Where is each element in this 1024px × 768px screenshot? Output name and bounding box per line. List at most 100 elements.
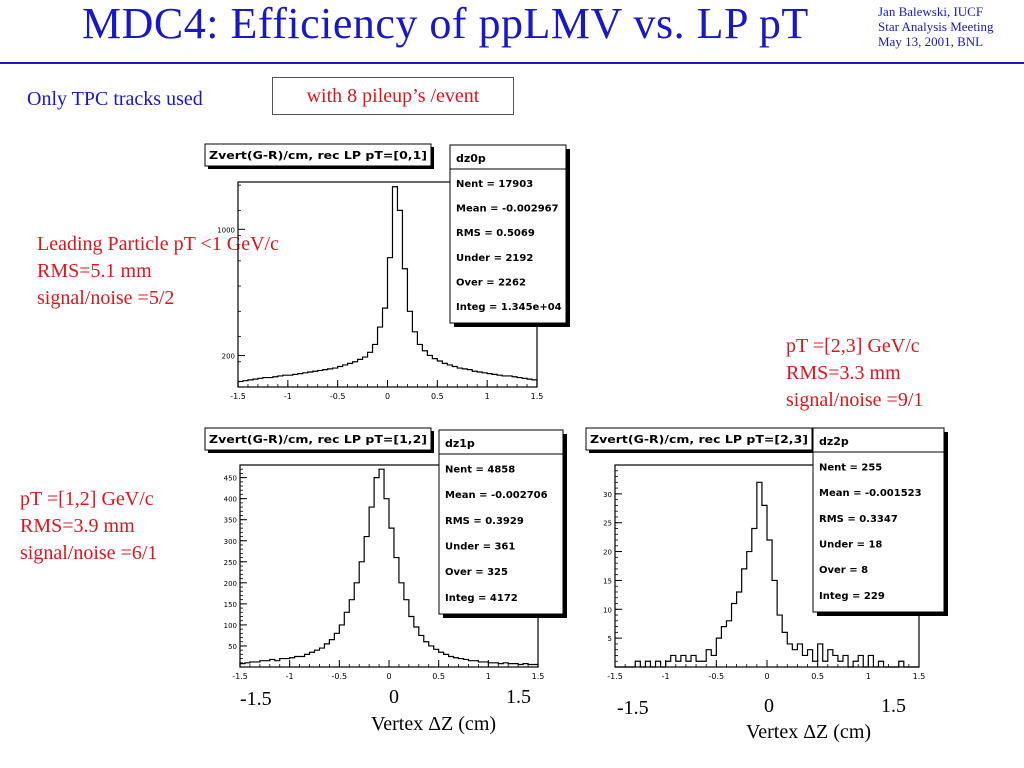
- x-tick-label: -0.5: [332, 672, 348, 681]
- stats-row: Nent = 255: [819, 462, 882, 473]
- stats-row: Over = 2262: [456, 277, 526, 288]
- histogram-pt-1-2: -1.5 -1 -0.5 0 0.5 1 1.5 50 100 150 200 250 300 350 40…: [204, 427, 567, 681]
- annotation-p1: pT =[1,2] GeV/c RMS=3.9 mm signal/noise …: [20, 486, 157, 567]
- x-tick-label: -1: [286, 672, 294, 681]
- x-tick-label: -0.5: [709, 672, 725, 681]
- y-tick-label: 200: [224, 580, 237, 588]
- histogram-pt-0-1: -1.5 -1 -0.5 0 0.5 1 1.5 200 1000 Zvert(G-R)/cm, …: [204, 143, 570, 401]
- annotation-p0-sn: signal/noise =5/2: [37, 287, 175, 309]
- annotation-p1-pt: pT =[1,2] GeV/c: [20, 488, 154, 510]
- stats-box: [449, 144, 567, 324]
- stats-row: Integ = 1.345e+04: [456, 302, 562, 313]
- y-tick-label: 150: [224, 601, 237, 609]
- y-tick-label: 200: [222, 352, 235, 360]
- x-tick-label: -1: [284, 392, 292, 401]
- annotation-p1-rms: RMS=3.9 mm: [20, 515, 135, 537]
- y-tick-label: 20: [603, 549, 612, 557]
- axis-right-tick-zero: 0: [764, 695, 774, 717]
- stats-row: Under = 18: [819, 539, 882, 550]
- y-tick-label: 450: [224, 475, 237, 483]
- stats-name: dz2p: [819, 435, 849, 448]
- stats-row: Nent = 4858: [445, 464, 515, 475]
- annotation-p2: pT =[2,3] GeV/c RMS=3.3 mm signal/noise …: [786, 333, 923, 414]
- stats-name: dz1p: [445, 437, 475, 450]
- annotation-p1-sn: signal/noise =6/1: [20, 542, 158, 564]
- x-tick-label: 1: [486, 672, 491, 681]
- x-tick-label: 0.5: [432, 672, 445, 681]
- y-tick-label: 300: [224, 538, 237, 546]
- axis-mid-tick-zero: 0: [389, 686, 399, 708]
- x-tick-label: -0.5: [330, 392, 346, 401]
- y-tick-label: 350: [224, 517, 237, 525]
- stats-row: RMS = 0.3929: [445, 516, 524, 527]
- meeting-name: Star Analysis Meeting: [878, 19, 994, 34]
- x-tick-label: 0: [385, 392, 390, 401]
- x-tick-label: 1.5: [531, 392, 544, 401]
- stats-row: Under = 2192: [456, 253, 533, 264]
- histogram-line: [237, 186, 538, 387]
- meeting-date: May 13, 2001, BNL: [878, 34, 984, 49]
- stats-row: RMS = 0.3347: [819, 514, 898, 525]
- axis-mid-tick-neg: -1.5: [240, 688, 272, 710]
- stats-row: Nent = 17903: [456, 179, 533, 190]
- histogram-pt-2-3: -1.5 -1 -0.5 0 0.5 1 1.5 5 10 15 20 25 30 Zvert(G-R)/…: [585, 427, 948, 681]
- author-name: Jan Balewski, IUCF: [878, 4, 984, 19]
- y-tick-label: 15: [603, 577, 612, 585]
- tpc-tracks-note: Only TPC tracks used: [27, 88, 203, 110]
- slide-title: MDC4: Efficiency of ppLMV vs. LP pT: [82, 0, 809, 48]
- x-tick-label: 1.5: [532, 672, 545, 681]
- stats-row: Over = 8: [819, 565, 868, 576]
- histogram-title: Zvert(G-R)/cm, rec LP pT=[2,3]: [590, 433, 808, 446]
- axis-right-label: Vertex ΔZ (cm): [746, 721, 872, 743]
- stats-box: [438, 429, 564, 615]
- axis-right-tick-neg: -1.5: [617, 697, 649, 719]
- title-divider: [0, 62, 1024, 64]
- y-tick-label: 50: [228, 643, 237, 651]
- x-tick-label: 0: [386, 672, 391, 681]
- x-tick-label: 0.5: [431, 392, 444, 401]
- y-tick-label: 250: [224, 559, 237, 567]
- annotation-p2-rms: RMS=3.3 mm: [786, 362, 901, 384]
- x-tick-label: 0.5: [811, 672, 824, 681]
- annotation-p0: Leading Particle pT <1 GeV/c RMS=5.1 mm …: [37, 231, 279, 312]
- annotation-p0-rms: RMS=5.1 mm: [37, 260, 152, 282]
- annotation-p2-sn: signal/noise =9/1: [786, 389, 924, 411]
- stats-row: Integ = 4172: [445, 593, 518, 604]
- histogram-line: [615, 481, 919, 668]
- title-box: [204, 143, 432, 167]
- histogram-title: Zvert(G-R)/cm, rec LP pT=[0,1]: [209, 149, 427, 162]
- histogram-title: Zvert(G-R)/cm, rec LP pT=[1,2]: [209, 433, 427, 446]
- stats-row: Over = 325: [445, 567, 508, 578]
- x-tick-label: -1.5: [230, 392, 246, 401]
- title-box: [585, 427, 813, 451]
- annotation-p2-pt: pT =[2,3] GeV/c: [786, 335, 920, 357]
- stats-name: dz0p: [456, 152, 486, 165]
- pileup-note-text: with 8 pileup’s /event: [306, 84, 480, 107]
- pileup-note-box: with 8 pileup’s /event: [272, 77, 514, 115]
- y-tick-label: 1000: [217, 226, 235, 234]
- y-tick-label: 5: [608, 635, 612, 643]
- stats-row: Under = 361: [445, 541, 515, 552]
- y-tick-label: 25: [603, 520, 612, 528]
- stats-box: [812, 427, 945, 613]
- x-tick-label: 1.5: [913, 672, 926, 681]
- title-box: [204, 427, 432, 451]
- stats-row: Mean = -0.002967: [456, 203, 559, 214]
- axis-mid-tick-pos: 1.5: [506, 686, 531, 708]
- histogram-line: [239, 468, 539, 667]
- x-tick-label: -1.5: [232, 672, 248, 681]
- stats-row: Integ = 229: [819, 591, 885, 602]
- annotation-p0-pt: Leading Particle pT <1 GeV/c: [37, 233, 279, 255]
- y-tick-label: 100: [224, 622, 237, 630]
- stats-row: Mean = -0.002706: [445, 490, 548, 501]
- axis-mid-label: Vertex ΔZ (cm): [371, 713, 497, 735]
- stats-row: RMS = 0.5069: [456, 228, 535, 239]
- author-info: Jan Balewski, IUCF Star Analysis Meeting…: [878, 4, 994, 49]
- stats-row: Mean = -0.001523: [819, 488, 922, 499]
- axis-right-tick-pos: 1.5: [881, 695, 906, 717]
- x-tick-label: 0: [764, 672, 769, 681]
- y-tick-label: 400: [224, 496, 237, 504]
- x-tick-label: -1: [662, 672, 670, 681]
- x-tick-label: 1: [485, 392, 490, 401]
- y-tick-label: 10: [603, 606, 612, 614]
